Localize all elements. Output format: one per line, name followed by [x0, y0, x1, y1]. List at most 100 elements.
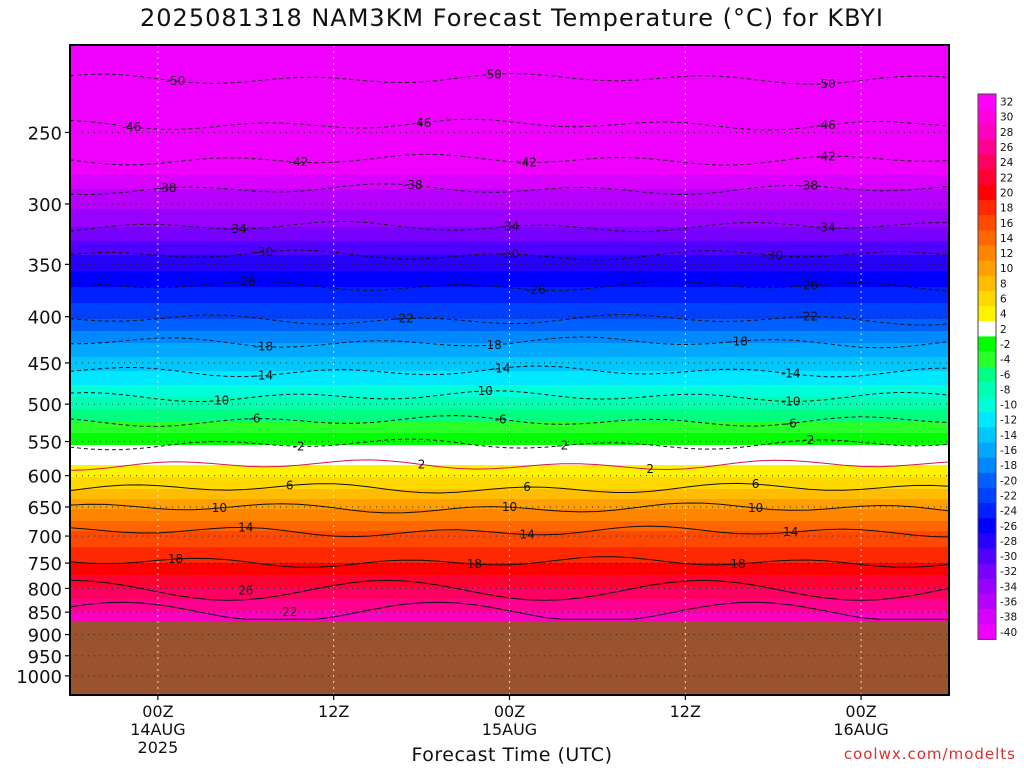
colorbar-label: -8	[1000, 384, 1010, 396]
colorbar-swatch	[978, 397, 996, 413]
isotherm-label: -46	[122, 120, 142, 134]
colorbar-label: -4	[1000, 354, 1011, 366]
isotherm-label: 10	[748, 501, 763, 515]
isotherm-label: 14	[238, 520, 253, 534]
colorbar-swatch	[978, 124, 996, 140]
colorbar-swatch	[978, 442, 996, 458]
isotherm-label: 6	[752, 477, 760, 491]
isotherm-label: -34	[500, 219, 520, 233]
colorbar-swatch	[978, 609, 996, 625]
x-axis-label: Forecast Time (UTC)	[411, 744, 613, 766]
colorbar-swatch	[978, 275, 996, 292]
x-tick-label: 00Z	[142, 702, 173, 721]
colorbar-label: -10	[1000, 400, 1017, 412]
colorbar-label: -26	[1000, 521, 1017, 533]
isotherm-label: -6	[249, 412, 261, 426]
colorbar-swatch	[978, 169, 996, 186]
colorbar-label: -6	[1000, 369, 1011, 381]
isotherm-label: -42	[816, 149, 836, 163]
isotherm-label: -18	[728, 334, 748, 348]
isotherm-label: 26	[238, 583, 253, 597]
isotherm-label: 2	[646, 462, 654, 476]
isotherm-label: 14	[783, 525, 798, 539]
y-tick-label: 650	[28, 498, 62, 519]
y-tick-label: 800	[28, 579, 62, 600]
colorbar-label: -20	[1000, 475, 1017, 487]
isotherm-label: -38	[799, 179, 819, 193]
colorbar-label: 10	[1000, 263, 1013, 275]
isotherm-label: -10	[210, 394, 230, 408]
isotherm-label: -2	[802, 433, 814, 447]
isotherm-label: -22	[394, 312, 414, 326]
colorbar-swatch	[978, 230, 996, 246]
isotherm-label: -2	[556, 439, 568, 453]
chart-title: 2025081318 NAM3KM Forecast Temperature (…	[140, 4, 884, 32]
y-tick-label: 850	[28, 603, 62, 624]
colorbar-swatch	[978, 548, 996, 565]
isotherm-label: -26	[526, 283, 546, 297]
colorbar-swatch	[978, 336, 996, 352]
isotherm-label: -30	[254, 245, 274, 259]
isotherm-26	[69, 579, 950, 601]
isotherm-label: -14	[254, 369, 274, 383]
isotherm-contours: -50 -50-50-46 -46 -46-42 -42 -42-38 -38 -38-34-…	[69, 67, 950, 620]
colorbar-label: 26	[1000, 142, 1014, 154]
colorbar-label: -22	[1000, 490, 1017, 502]
colorbar-label: 16	[1000, 218, 1014, 230]
colorbar-label: 14	[1000, 233, 1014, 245]
isotherm-label: -22	[799, 310, 819, 324]
isotherm-18	[69, 556, 950, 568]
colorbar-label: 30	[1000, 112, 1013, 124]
colorbar-label: -14	[1000, 430, 1017, 442]
x-tick-label: 00Z	[494, 702, 525, 721]
y-tick-label: 700	[28, 527, 62, 548]
isotherm-label: -14	[781, 367, 801, 381]
isotherm-label: 6	[523, 480, 531, 494]
credit-link[interactable]: coolwx.com/modelts	[843, 745, 1016, 763]
isotherm-label: -50	[816, 77, 836, 91]
isotherm-label: -10	[473, 384, 493, 398]
colorbar-swatch	[978, 427, 996, 443]
grid-lines	[70, 45, 949, 695]
colorbar-label: -30	[1000, 551, 1017, 563]
colorbar-swatch	[978, 351, 996, 368]
colorbar-label: 12	[1000, 248, 1013, 260]
colorbar-label: 24	[1000, 157, 1014, 169]
colorbar-swatch	[978, 533, 996, 549]
isotherm-label: -42	[289, 155, 309, 169]
colorbar-swatch	[978, 260, 996, 277]
isotherm-label: -14	[491, 361, 511, 375]
isotherm-label: -26	[236, 274, 256, 288]
colorbar-label: -40	[1000, 627, 1017, 639]
colorbar-label: 8	[1000, 278, 1007, 290]
colorbar-label: 4	[1000, 309, 1007, 321]
colorbar-label: -18	[1000, 460, 1017, 472]
isotherm-label: -38	[157, 181, 177, 195]
y-tick-label: 600	[28, 467, 62, 488]
isotherm--42	[69, 153, 950, 166]
isotherm-14	[69, 525, 950, 538]
colorbar-label: 20	[1000, 187, 1013, 199]
colorbar-swatch	[978, 578, 996, 595]
isotherm-label: -46	[412, 116, 432, 130]
x-tick-label: 12Z	[670, 702, 701, 721]
isotherm-label: -18	[482, 338, 502, 352]
y-tick-label: 950	[28, 647, 62, 668]
colorbar-swatch	[978, 624, 996, 640]
colorbar-label: 6	[1000, 294, 1007, 306]
isotherm--46	[69, 118, 950, 131]
colorbar-label: -32	[1000, 566, 1017, 578]
isotherm-label: -50	[166, 74, 186, 88]
isotherm--6	[69, 415, 950, 428]
x-tick-label: 2025	[138, 738, 179, 757]
colorbar-swatch	[978, 290, 996, 307]
isotherm-label: -2	[293, 439, 305, 453]
isotherm-label: -34	[816, 221, 836, 235]
y-tick-label: 1000	[16, 667, 62, 688]
isotherm-label: -30	[763, 248, 783, 262]
colorbar-label: 2	[1000, 324, 1007, 336]
colorbar-label: 32	[1000, 97, 1013, 109]
colorbar-swatch	[978, 412, 996, 428]
colorbar-swatch	[978, 154, 996, 171]
